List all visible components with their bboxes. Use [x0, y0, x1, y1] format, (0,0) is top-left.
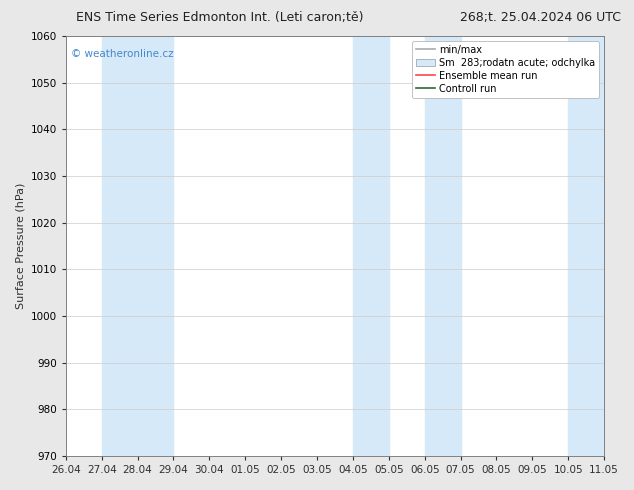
- Text: ENS Time Series Edmonton Int. (Leti caron;tě): ENS Time Series Edmonton Int. (Leti caro…: [76, 11, 363, 24]
- Bar: [425, 36, 460, 456]
- Legend: min/max, Sm  283;rodatn acute; odchylka, Ensemble mean run, Controll run: min/max, Sm 283;rodatn acute; odchylka, …: [412, 41, 599, 98]
- Bar: [568, 36, 604, 456]
- Bar: [353, 36, 389, 456]
- Text: 268;t. 25.04.2024 06 UTC: 268;t. 25.04.2024 06 UTC: [460, 11, 621, 24]
- Text: © weatheronline.cz: © weatheronline.cz: [71, 49, 174, 59]
- Y-axis label: Surface Pressure (hPa): Surface Pressure (hPa): [15, 183, 25, 309]
- Bar: [101, 36, 174, 456]
